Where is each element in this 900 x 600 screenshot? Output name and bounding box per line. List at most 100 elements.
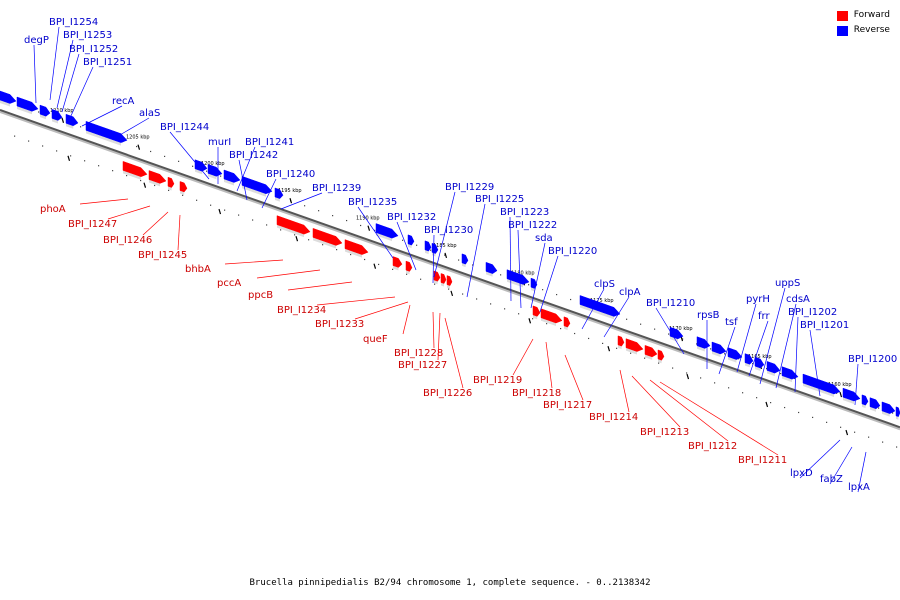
- axis-shadow: [0, 111, 900, 431]
- reverse-gene-shadow: [870, 406, 876, 412]
- minor-tick-dot: [658, 362, 660, 364]
- forward-label-connector: [316, 296, 396, 306]
- reverse-gene-label: BPI_I1251: [83, 57, 132, 68]
- minor-tick-dot: [696, 343, 698, 345]
- minor-tick-dot: [504, 308, 506, 310]
- reverse-gene-label: murI: [208, 137, 231, 148]
- minor-tick-dot: [668, 333, 670, 335]
- reverse-label-connector: [238, 159, 248, 201]
- forward-gene-shadow: [313, 237, 336, 249]
- forward-label-connector: [649, 379, 729, 442]
- minor-tick-dot: [126, 175, 128, 177]
- forward-label-connector: [545, 341, 553, 389]
- minor-tick-dot: [206, 170, 208, 172]
- major-tick: [67, 155, 71, 162]
- minor-tick-dot: [112, 170, 114, 172]
- forward-gene: [122, 161, 148, 177]
- minor-tick-dot: [686, 372, 688, 374]
- legend: Forward Reverse: [836, 8, 890, 38]
- reverse-gene-label: BPI_I1202: [788, 307, 837, 318]
- reverse-gene: [766, 361, 781, 374]
- reverse-gene-shadow: [52, 118, 58, 124]
- reverse-gene-label: BPI_I1201: [800, 320, 849, 331]
- minor-tick-dot: [322, 244, 324, 246]
- reverse-gene: [375, 223, 399, 239]
- minor-tick-dot: [192, 165, 194, 167]
- forward-gene-label: BPI_I1226: [423, 388, 472, 399]
- reverse-label-connector: [794, 316, 799, 393]
- reverse-gene-label: BPI_I1242: [229, 150, 278, 161]
- minor-tick-dot: [346, 219, 348, 222]
- reverse-gene-shadow: [896, 415, 899, 420]
- minor-tick-dot: [878, 407, 880, 409]
- minor-tick-dot: [448, 288, 450, 290]
- legend-forward: Forward: [836, 8, 890, 23]
- reverse-gene: [869, 397, 881, 410]
- minor-tick-dot: [868, 436, 870, 438]
- reverse-gene-shadow: [745, 362, 750, 368]
- tick-label: 1190 kbp: [356, 216, 380, 222]
- reverse-gene-label: BPI_I1220: [548, 246, 597, 257]
- reverse-gene-shadow: [712, 350, 721, 357]
- major-tick: [765, 401, 769, 408]
- reverse-gene: [485, 261, 498, 274]
- reverse-label-connector: [655, 307, 685, 355]
- reverse-gene-shadow: [803, 383, 834, 397]
- reverse-gene-label: BPI_I1222: [508, 220, 557, 231]
- forward-label-connector: [79, 198, 129, 205]
- reverse-gene: [895, 406, 900, 418]
- tick-label: 1205 kbp: [126, 135, 150, 141]
- reverse-swatch: [836, 25, 848, 36]
- tick-label: 1200 kbp: [201, 161, 225, 167]
- reverse-gene-shadow: [40, 114, 46, 120]
- forward-gene: [344, 239, 369, 255]
- reverse-label-connector: [280, 192, 323, 210]
- forward-gene-label: BPI_I1246: [103, 235, 152, 246]
- minor-tick-dot: [794, 377, 796, 380]
- reverse-label-connector: [603, 296, 630, 338]
- reverse-gene-label: pyrH: [746, 294, 770, 305]
- reverse-gene: [754, 356, 765, 369]
- forward-gene: [148, 170, 167, 184]
- minor-tick-dot: [766, 368, 768, 370]
- minor-tick-dot: [420, 278, 422, 280]
- reverse-label-connector: [33, 44, 37, 104]
- forward-label-connector: [142, 211, 169, 236]
- minor-tick-dot: [196, 199, 198, 201]
- minor-tick-dot: [882, 441, 884, 443]
- reverse-label-connector: [736, 303, 757, 373]
- reverse-gene-label: BPI_I1252: [69, 44, 118, 55]
- legend-reverse: Reverse: [836, 23, 890, 38]
- minor-tick-dot: [752, 363, 754, 365]
- forward-label-connector: [256, 269, 321, 279]
- minor-tick-dot: [500, 274, 502, 276]
- minor-tick-dot: [70, 155, 72, 157]
- reverse-label-connector: [748, 320, 769, 377]
- minor-tick-dot: [570, 298, 572, 301]
- reverse-gene-label: BPI_I1223: [500, 207, 549, 218]
- legend-reverse-label: Reverse: [853, 25, 890, 35]
- forward-gene-shadow: [626, 347, 637, 355]
- minor-tick-dot: [350, 253, 352, 256]
- major-tick: [444, 252, 448, 259]
- minor-tick-dot: [574, 332, 576, 335]
- forward-gene: [532, 305, 541, 317]
- forward-gene-label: BPI_I1245: [138, 250, 187, 261]
- forward-label-connector: [354, 301, 409, 320]
- forward-label-connector: [437, 312, 441, 361]
- minor-tick-dot: [182, 194, 184, 196]
- forward-gene: [440, 273, 447, 284]
- reverse-gene: [274, 187, 284, 199]
- minor-tick-dot: [854, 431, 856, 433]
- forward-gene-label: BPI_I1227: [398, 360, 447, 371]
- minor-tick-dot: [392, 268, 394, 270]
- minor-tick-dot: [402, 239, 404, 241]
- tick-label: 1160 kbp: [828, 382, 852, 388]
- major-tick: [218, 208, 222, 215]
- reverse-label-connector: [169, 131, 210, 180]
- reverse-gene-label: clpA: [619, 287, 641, 298]
- tick-label: 1175 kbp: [590, 298, 614, 304]
- reverse-gene-label: BPI_I1244: [160, 122, 209, 133]
- minor-tick-dot: [38, 111, 40, 113]
